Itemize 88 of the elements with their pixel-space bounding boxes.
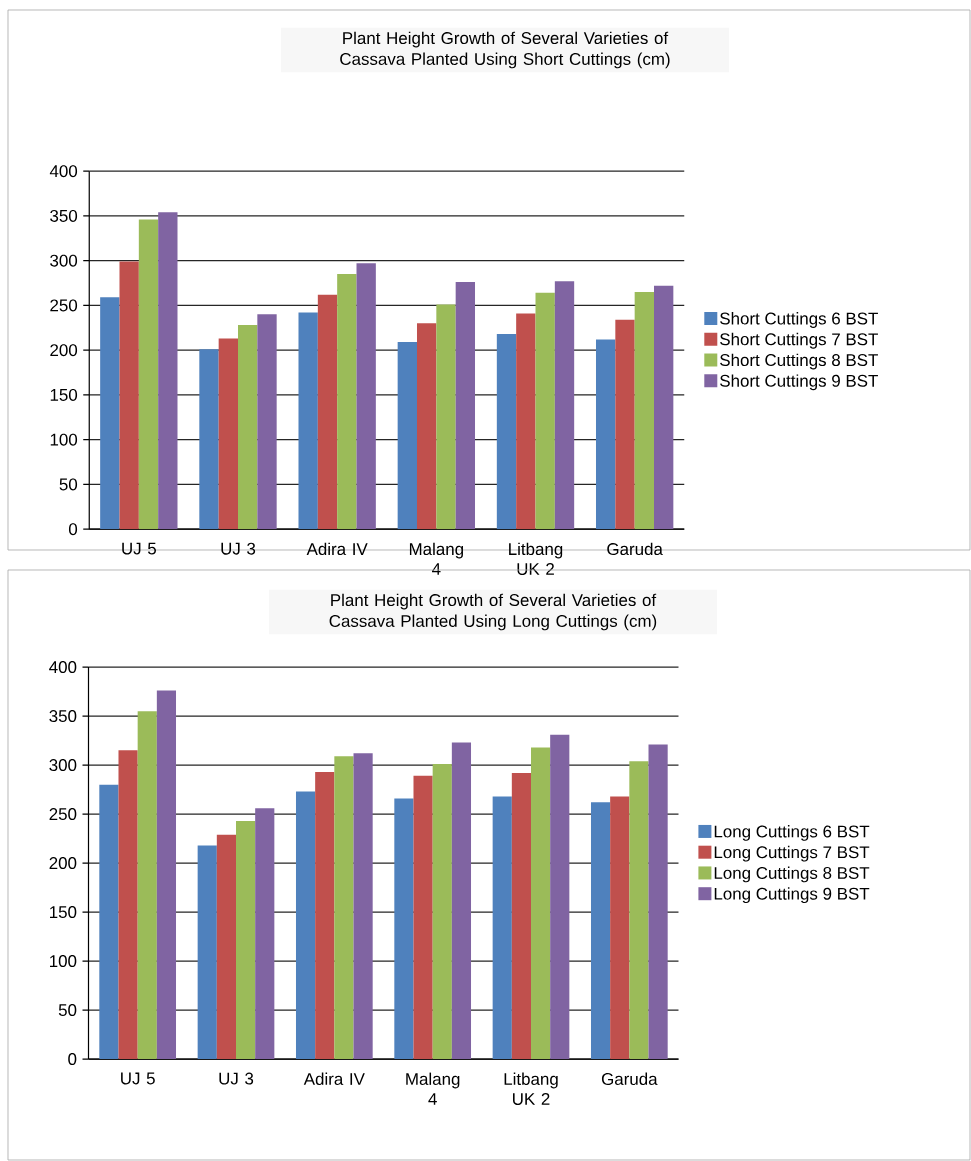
x-tick-label: Litbang UK 2 [504, 1072, 558, 1105]
x-tick-label: Adira IV [306, 542, 368, 556]
y-tick-label: 200 [49, 857, 77, 870]
y-tick-label: 350 [49, 710, 77, 723]
y-tick-label: 200 [50, 344, 78, 357]
bar [118, 750, 138, 1060]
bar [199, 349, 219, 530]
bar [353, 753, 373, 1060]
bar [648, 744, 668, 1060]
bar [298, 312, 318, 530]
bar [138, 219, 159, 530]
bar [119, 261, 139, 530]
x-tick-label: Garuda [601, 1072, 658, 1086]
bar [295, 791, 316, 1060]
bar [337, 274, 357, 530]
legend-label: Long Cuttings 9 BST [714, 887, 870, 904]
bar [137, 711, 157, 1060]
legend-label: Long Cuttings 6 BST [714, 825, 870, 841]
bar [416, 323, 437, 530]
bar [334, 756, 354, 1060]
bar [451, 742, 472, 1060]
bar [492, 796, 512, 1060]
x-tick-label: UJ 5 [122, 542, 156, 555]
x-tick-label: Garuda [607, 542, 663, 556]
bar [156, 690, 177, 1060]
bar [315, 771, 335, 1060]
bar [218, 338, 238, 530]
bar [397, 342, 417, 530]
y-tick-label: 250 [49, 808, 77, 821]
y-tick-label: 50 [59, 478, 78, 491]
bar [432, 764, 452, 1060]
bar [634, 291, 654, 530]
chart-title: Plant Height Growth of Several Varieties of Cassava Planted Using Short Cuttings (cm) [340, 31, 670, 69]
bar [615, 319, 635, 530]
bar [436, 304, 456, 530]
bar [531, 747, 551, 1060]
bar [100, 297, 120, 530]
chart-title: Plant Height Growth of Several Varieties of Cassava Planted Using Long Cuttings (cm) [329, 593, 657, 631]
bar [455, 282, 476, 530]
bar [257, 314, 277, 530]
bar [99, 784, 119, 1060]
y-tick-label: 250 [50, 299, 78, 312]
legend-label: Short Cuttings 6 BST [720, 312, 878, 328]
y-tick-label: 300 [49, 759, 77, 772]
bar [236, 820, 256, 1060]
bar [197, 845, 217, 1060]
y-tick-label: 150 [50, 388, 78, 401]
bar [238, 325, 258, 530]
bar [158, 212, 178, 530]
bar [511, 772, 531, 1060]
x-tick-label: UJ 5 [121, 1072, 155, 1085]
x-tick-label: Malang 4 [406, 1072, 460, 1105]
bar [317, 294, 338, 530]
bar [516, 313, 536, 530]
bar [554, 281, 575, 530]
bar [255, 808, 275, 1060]
legend-label: Short Cuttings 9 BST [720, 374, 878, 391]
y-tick-label: 100 [50, 433, 78, 446]
y-tick-label: 150 [50, 906, 77, 919]
bar [496, 334, 517, 530]
legend-label: Long Cuttings 7 BST [714, 845, 870, 862]
bar [394, 798, 414, 1060]
legend-label: Short Cuttings 8 BST [720, 353, 878, 370]
x-tick-label: UJ 3 [221, 542, 256, 555]
y-tick-label: 0 [68, 1053, 77, 1066]
y-tick-label: 100 [50, 955, 77, 968]
bar [629, 761, 649, 1060]
bar [535, 292, 555, 530]
bar [610, 796, 630, 1060]
bar [654, 285, 674, 530]
y-tick-label: 350 [50, 209, 78, 222]
bar [595, 339, 616, 530]
y-tick-label: 0 [68, 523, 78, 536]
bar [216, 834, 236, 1060]
legend-label: Short Cuttings 7 BST [720, 332, 878, 349]
x-tick-label: UJ 3 [219, 1072, 254, 1085]
bar [590, 802, 611, 1060]
y-tick-label: 400 [49, 661, 77, 674]
y-tick-label: 400 [49, 165, 78, 178]
y-tick-label: 50 [58, 1004, 77, 1017]
x-tick-label: Malang 4 [409, 542, 463, 575]
x-tick-label: Adira IV [303, 1072, 365, 1086]
bar [550, 734, 570, 1060]
y-tick-label: 300 [50, 254, 78, 267]
bar [356, 263, 376, 530]
x-tick-label: Litbang UK 2 [509, 542, 563, 576]
bar [413, 775, 433, 1060]
legend-label: Long Cuttings 8 BST [714, 866, 870, 883]
